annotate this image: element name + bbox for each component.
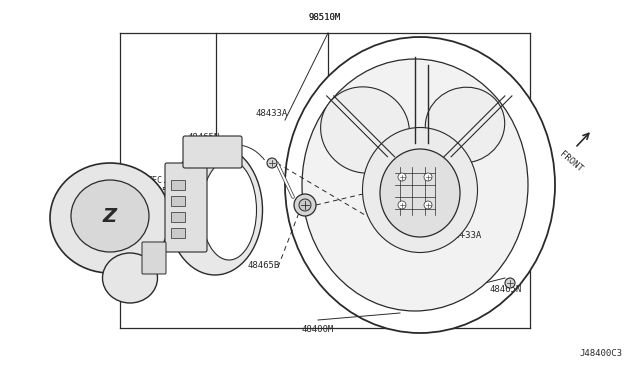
Bar	[171, 212, 185, 222]
Text: 48+33A: 48+33A	[450, 231, 483, 240]
Circle shape	[424, 173, 432, 181]
Text: FRONT: FRONT	[558, 150, 584, 174]
Ellipse shape	[302, 59, 528, 311]
Ellipse shape	[202, 160, 257, 260]
Text: 98510M: 98510M	[309, 13, 341, 22]
Text: 48465N: 48465N	[490, 285, 522, 294]
Circle shape	[398, 173, 406, 181]
Text: 98510M: 98510M	[309, 13, 341, 22]
Text: 48400M: 48400M	[302, 325, 334, 334]
Text: 48465B: 48465B	[248, 261, 280, 270]
FancyBboxPatch shape	[165, 163, 207, 252]
FancyBboxPatch shape	[142, 242, 166, 274]
Ellipse shape	[426, 87, 505, 163]
Text: 48433A: 48433A	[255, 109, 287, 118]
FancyBboxPatch shape	[183, 136, 242, 168]
Ellipse shape	[71, 180, 149, 252]
Text: Z: Z	[103, 206, 117, 225]
Circle shape	[267, 158, 277, 168]
Bar	[171, 196, 185, 206]
Ellipse shape	[380, 149, 460, 237]
Ellipse shape	[50, 163, 170, 273]
Ellipse shape	[362, 128, 477, 253]
Text: (25550M): (25550M)	[147, 187, 187, 196]
Circle shape	[299, 199, 311, 211]
Ellipse shape	[321, 87, 410, 173]
Text: SEC.251: SEC.251	[147, 176, 182, 185]
Ellipse shape	[168, 145, 262, 275]
Ellipse shape	[285, 37, 555, 333]
Bar	[171, 228, 185, 238]
Ellipse shape	[102, 253, 157, 303]
Bar	[171, 180, 185, 190]
Text: J48400C3: J48400C3	[579, 349, 622, 358]
Circle shape	[398, 201, 406, 209]
Circle shape	[294, 194, 316, 216]
Circle shape	[424, 201, 432, 209]
Circle shape	[505, 278, 515, 288]
Text: 48465N: 48465N	[188, 133, 220, 142]
